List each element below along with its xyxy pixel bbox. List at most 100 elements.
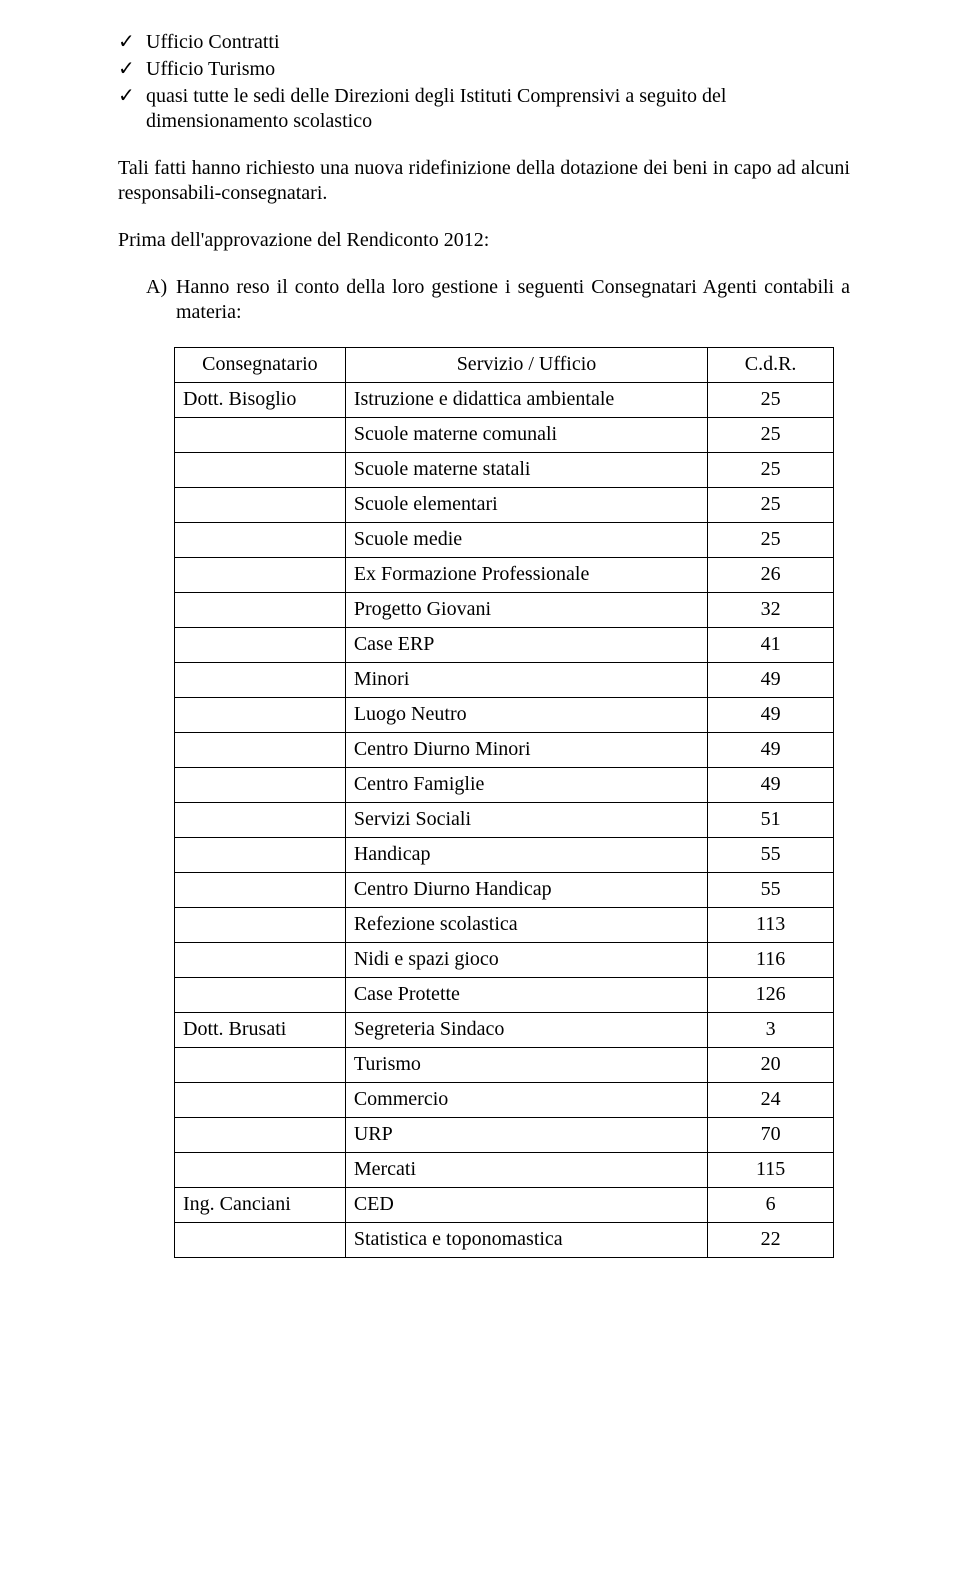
cell-consegnatario bbox=[175, 943, 346, 978]
cell-cdr: 126 bbox=[708, 978, 834, 1013]
cell-servizio: Scuole materne comunali bbox=[345, 418, 707, 453]
table-row: Statistica e toponomastica22 bbox=[175, 1223, 834, 1258]
cell-cdr: 24 bbox=[708, 1083, 834, 1118]
cell-consegnatario bbox=[175, 1153, 346, 1188]
cell-servizio: Mercati bbox=[345, 1153, 707, 1188]
cell-cdr: 6 bbox=[708, 1188, 834, 1223]
table-row: Centro Diurno Minori49 bbox=[175, 733, 834, 768]
table-row: Dott. BrusatiSegreteria Sindaco3 bbox=[175, 1013, 834, 1048]
check-icon: ✓ bbox=[118, 57, 135, 81]
cell-consegnatario: Dott. Bisoglio bbox=[175, 383, 346, 418]
cell-servizio: Case Protette bbox=[345, 978, 707, 1013]
cell-consegnatario bbox=[175, 1048, 346, 1083]
cell-consegnatario bbox=[175, 453, 346, 488]
column-header-cdr: C.d.R. bbox=[708, 348, 834, 383]
cell-cdr: 49 bbox=[708, 733, 834, 768]
cell-consegnatario bbox=[175, 663, 346, 698]
cell-servizio: Commercio bbox=[345, 1083, 707, 1118]
checkmark-bullet-list: ✓ Ufficio Contratti ✓ Ufficio Turismo ✓ … bbox=[118, 30, 850, 134]
cell-servizio: Ex Formazione Professionale bbox=[345, 558, 707, 593]
cell-servizio: Luogo Neutro bbox=[345, 698, 707, 733]
cell-servizio: Centro Famiglie bbox=[345, 768, 707, 803]
cell-consegnatario: Dott. Brusati bbox=[175, 1013, 346, 1048]
cell-cdr: 26 bbox=[708, 558, 834, 593]
cell-servizio: CED bbox=[345, 1188, 707, 1223]
table-row: URP70 bbox=[175, 1118, 834, 1153]
cell-cdr: 70 bbox=[708, 1118, 834, 1153]
cell-cdr: 25 bbox=[708, 383, 834, 418]
table-row: Scuole medie25 bbox=[175, 523, 834, 558]
cell-cdr: 55 bbox=[708, 838, 834, 873]
table-row: Scuole materne comunali25 bbox=[175, 418, 834, 453]
table-row: Ex Formazione Professionale26 bbox=[175, 558, 834, 593]
cell-cdr: 41 bbox=[708, 628, 834, 663]
table-row: Luogo Neutro49 bbox=[175, 698, 834, 733]
document-page: ✓ Ufficio Contratti ✓ Ufficio Turismo ✓ … bbox=[0, 0, 960, 1318]
cell-consegnatario bbox=[175, 1223, 346, 1258]
cell-cdr: 3 bbox=[708, 1013, 834, 1048]
table-row: Servizi Sociali51 bbox=[175, 803, 834, 838]
cell-consegnatario bbox=[175, 628, 346, 663]
table-row: Scuole elementari25 bbox=[175, 488, 834, 523]
consegnatari-table: Consegnatario Servizio / Ufficio C.d.R. … bbox=[174, 347, 834, 1258]
cell-cdr: 49 bbox=[708, 663, 834, 698]
table-row: Progetto Giovani32 bbox=[175, 593, 834, 628]
cell-cdr: 116 bbox=[708, 943, 834, 978]
cell-servizio: Servizi Sociali bbox=[345, 803, 707, 838]
cell-cdr: 25 bbox=[708, 488, 834, 523]
table-body: Dott. BisoglioIstruzione e didattica amb… bbox=[175, 383, 834, 1258]
table-row: Centro Famiglie49 bbox=[175, 768, 834, 803]
letter-text: Hanno reso il conto della loro gestione … bbox=[176, 276, 850, 323]
list-item: ✓ quasi tutte le sedi delle Direzioni de… bbox=[118, 84, 850, 134]
letter-marker: A) bbox=[146, 275, 167, 300]
cell-servizio: URP bbox=[345, 1118, 707, 1153]
cell-consegnatario bbox=[175, 873, 346, 908]
cell-cdr: 113 bbox=[708, 908, 834, 943]
cell-consegnatario bbox=[175, 1083, 346, 1118]
bullet-text: Ufficio Turismo bbox=[146, 58, 275, 80]
cell-servizio: Centro Diurno Minori bbox=[345, 733, 707, 768]
cell-consegnatario: Ing. Canciani bbox=[175, 1188, 346, 1223]
cell-cdr: 25 bbox=[708, 523, 834, 558]
cell-servizio: Turismo bbox=[345, 1048, 707, 1083]
table-row: Turismo20 bbox=[175, 1048, 834, 1083]
list-item: ✓ Ufficio Turismo bbox=[118, 57, 850, 82]
cell-consegnatario bbox=[175, 803, 346, 838]
table-row: Case ERP41 bbox=[175, 628, 834, 663]
cell-servizio: Minori bbox=[345, 663, 707, 698]
cell-consegnatario bbox=[175, 558, 346, 593]
cell-consegnatario bbox=[175, 523, 346, 558]
cell-servizio: Scuole elementari bbox=[345, 488, 707, 523]
table-row: Handicap55 bbox=[175, 838, 834, 873]
paragraph: Tali fatti hanno richiesto una nuova rid… bbox=[118, 156, 850, 206]
cell-cdr: 49 bbox=[708, 768, 834, 803]
cell-servizio: Handicap bbox=[345, 838, 707, 873]
table-row: Minori49 bbox=[175, 663, 834, 698]
table-header-row: Consegnatario Servizio / Ufficio C.d.R. bbox=[175, 348, 834, 383]
cell-servizio: Centro Diurno Handicap bbox=[345, 873, 707, 908]
check-icon: ✓ bbox=[118, 30, 135, 54]
table-row: Refezione scolastica113 bbox=[175, 908, 834, 943]
cell-servizio: Statistica e toponomastica bbox=[345, 1223, 707, 1258]
cell-consegnatario bbox=[175, 838, 346, 873]
cell-cdr: 32 bbox=[708, 593, 834, 628]
table-row: Commercio24 bbox=[175, 1083, 834, 1118]
bullet-text: Ufficio Contratti bbox=[146, 31, 280, 53]
cell-servizio: Scuole materne statali bbox=[345, 453, 707, 488]
cell-cdr: 115 bbox=[708, 1153, 834, 1188]
cell-consegnatario bbox=[175, 978, 346, 1013]
cell-consegnatario bbox=[175, 768, 346, 803]
cell-cdr: 55 bbox=[708, 873, 834, 908]
cell-servizio: Case ERP bbox=[345, 628, 707, 663]
cell-cdr: 51 bbox=[708, 803, 834, 838]
table-row: Dott. BisoglioIstruzione e didattica amb… bbox=[175, 383, 834, 418]
column-header-consegnatario: Consegnatario bbox=[175, 348, 346, 383]
table-row: Mercati115 bbox=[175, 1153, 834, 1188]
cell-servizio: Segreteria Sindaco bbox=[345, 1013, 707, 1048]
cell-cdr: 25 bbox=[708, 453, 834, 488]
cell-consegnatario bbox=[175, 733, 346, 768]
cell-consegnatario bbox=[175, 698, 346, 733]
cell-cdr: 49 bbox=[708, 698, 834, 733]
cell-cdr: 22 bbox=[708, 1223, 834, 1258]
table-row: Scuole materne statali25 bbox=[175, 453, 834, 488]
